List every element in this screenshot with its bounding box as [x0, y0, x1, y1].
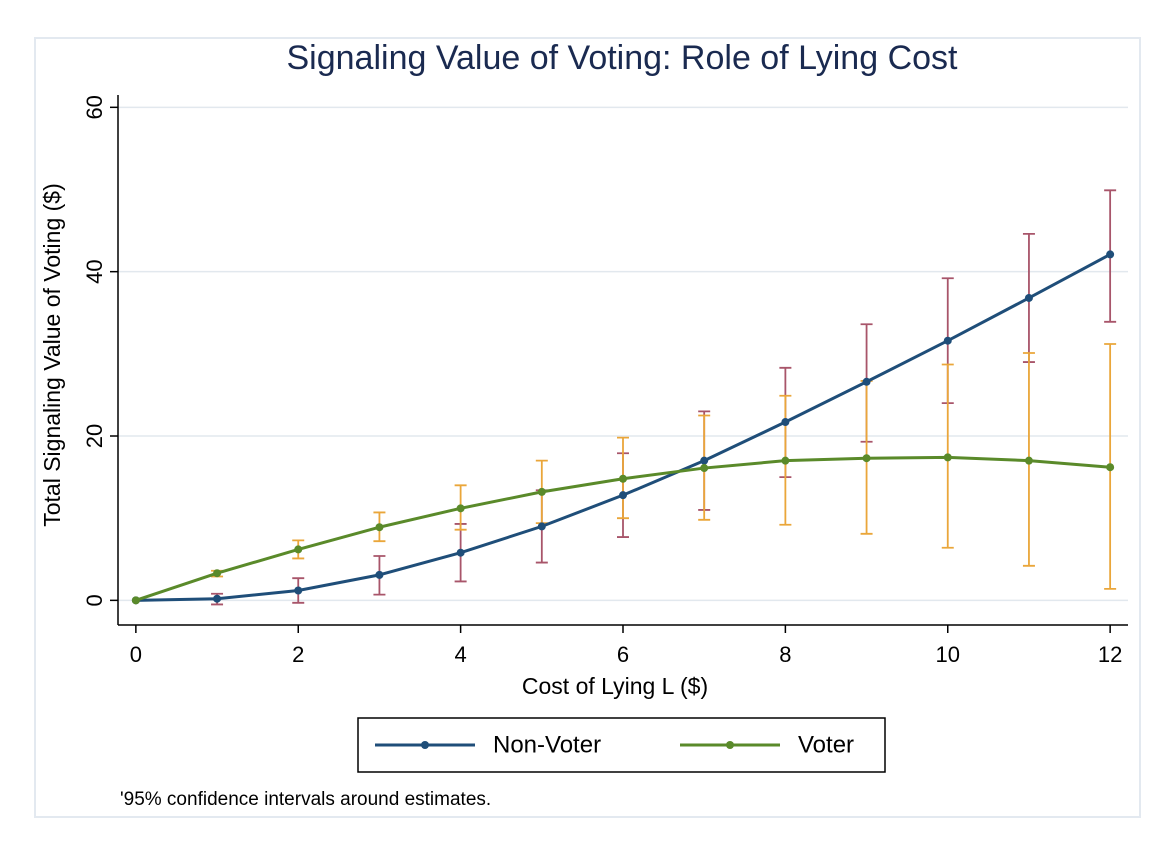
x-tick-label: 6	[617, 642, 629, 667]
x-tick-label: 8	[779, 642, 791, 667]
point	[862, 377, 871, 386]
point	[537, 487, 546, 496]
y-tick-label: 20	[82, 424, 107, 448]
x-tick-label: 10	[936, 642, 960, 667]
point	[375, 523, 384, 532]
point	[213, 569, 222, 578]
point	[700, 464, 709, 473]
point	[781, 418, 790, 427]
point	[294, 545, 303, 554]
y-tick-label: 0	[82, 594, 107, 606]
chart-title: Signaling Value of Voting: Role of Lying…	[287, 39, 959, 77]
y-tick-label: 60	[82, 95, 107, 119]
point	[619, 474, 627, 483]
point	[700, 456, 709, 465]
point	[294, 586, 303, 595]
point	[619, 491, 627, 500]
point	[456, 504, 465, 513]
point	[943, 453, 952, 462]
x-tick-label: 4	[454, 642, 466, 667]
legend-point	[421, 741, 429, 749]
point	[1024, 293, 1033, 302]
point	[213, 594, 222, 603]
point	[781, 456, 790, 465]
point	[456, 548, 465, 557]
y-axis-label: Total Signaling Value of Voting ($)	[39, 183, 65, 527]
point	[537, 522, 546, 531]
note: '95% confidence intervals around estimat…	[120, 789, 491, 810]
legend-label: Non-Voter	[493, 731, 601, 758]
frame	[34, 37, 1141, 818]
x-tick-label: 12	[1098, 642, 1122, 667]
point	[862, 454, 871, 463]
point	[375, 570, 384, 579]
legend-label: Voter	[798, 731, 854, 758]
point	[1106, 463, 1115, 472]
x-tick-label: 0	[130, 642, 142, 667]
point	[1024, 456, 1033, 465]
x-axis-label: Cost of Lying L ($)	[522, 673, 708, 699]
point	[943, 336, 952, 345]
point	[131, 596, 140, 605]
x-tick-label: 2	[292, 642, 304, 667]
point	[1106, 250, 1115, 259]
y-tick-label: 40	[82, 259, 107, 283]
legend-point	[726, 741, 734, 749]
